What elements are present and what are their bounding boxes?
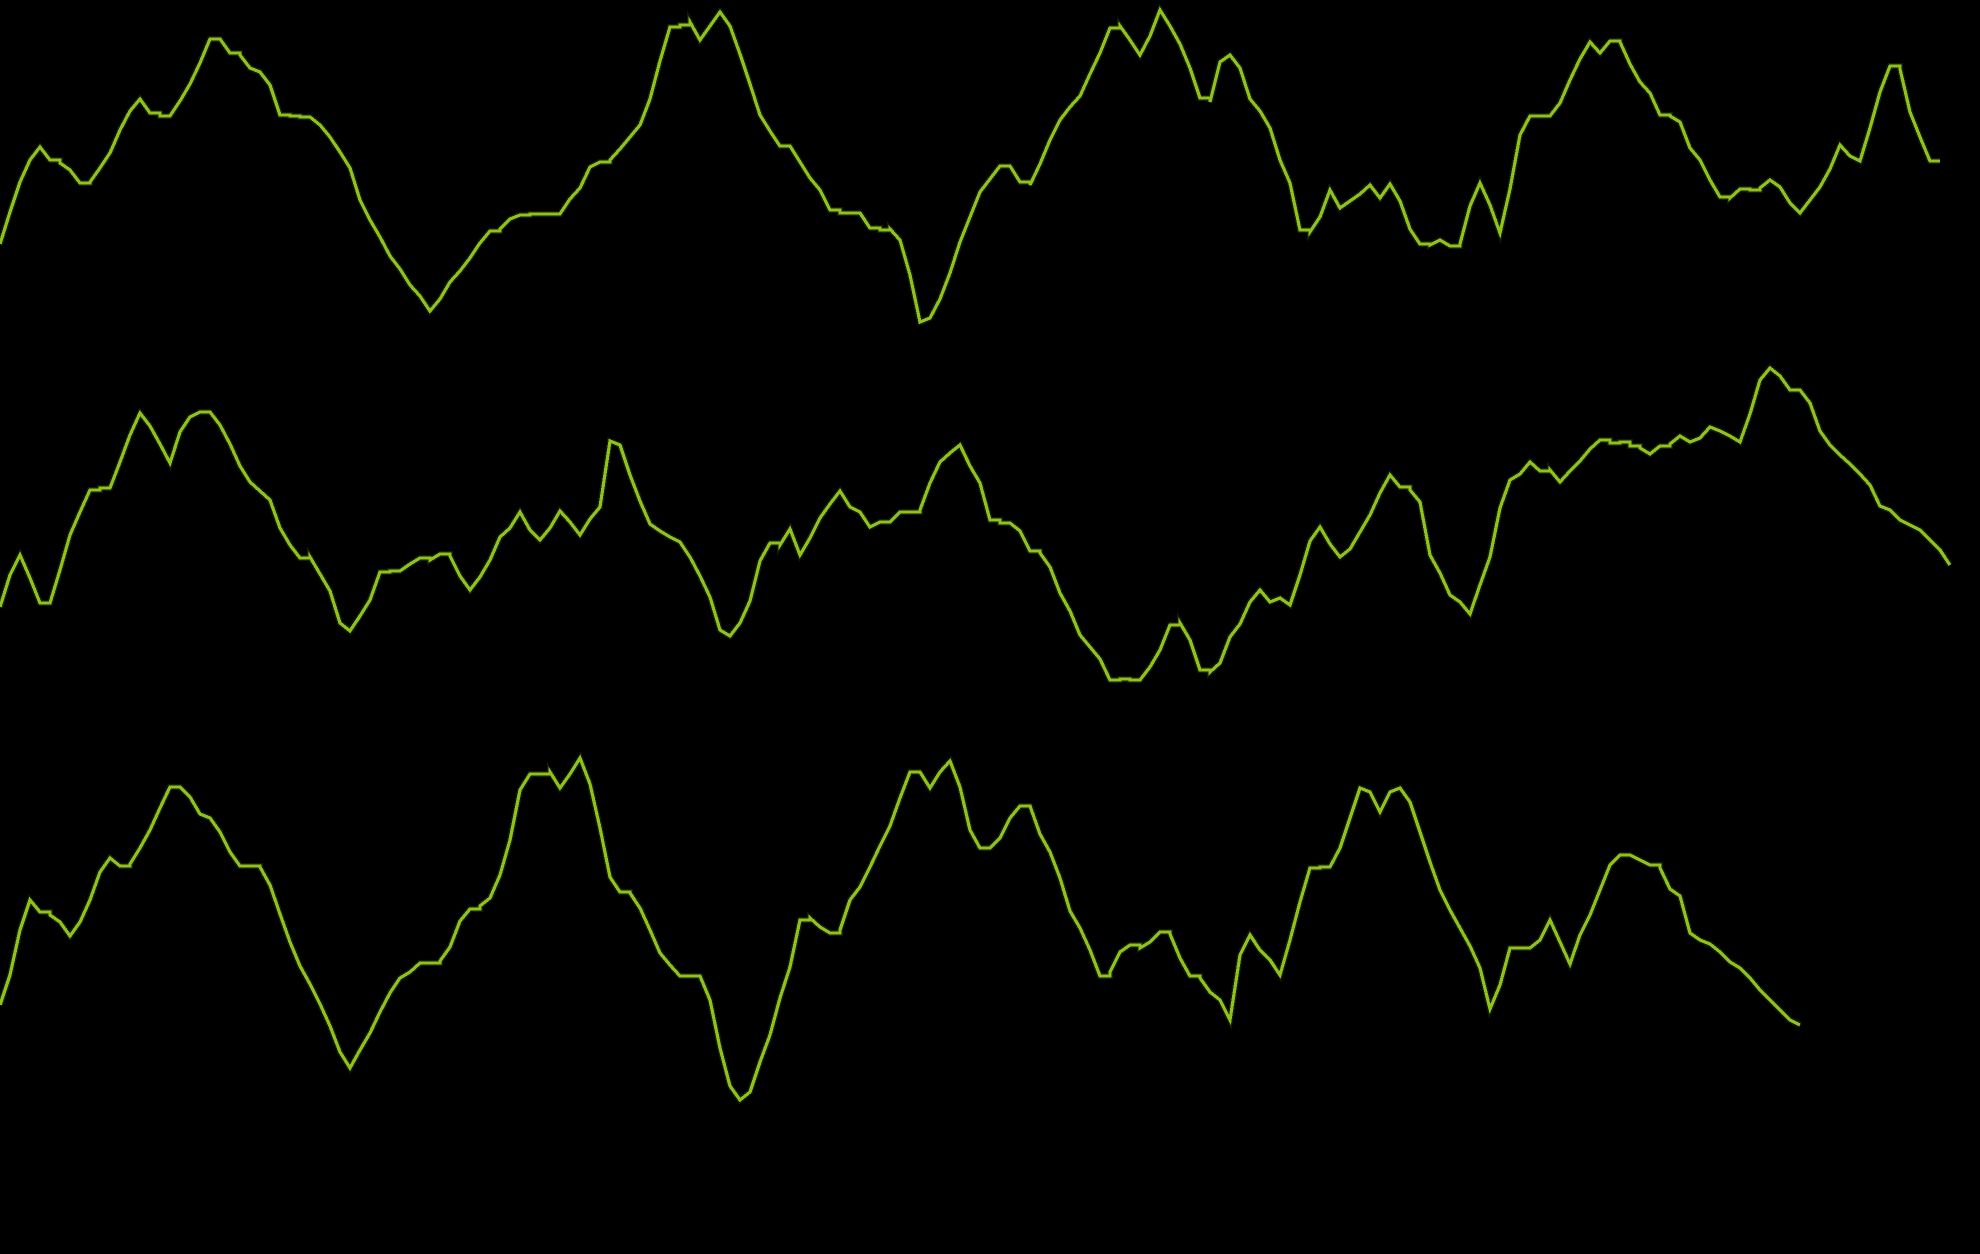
trace-line-3	[0, 754, 1801, 1103]
trace-line-1	[0, 6, 1940, 325]
trace-line-2	[0, 365, 1952, 682]
trace-layer	[0, 3, 1953, 1105]
